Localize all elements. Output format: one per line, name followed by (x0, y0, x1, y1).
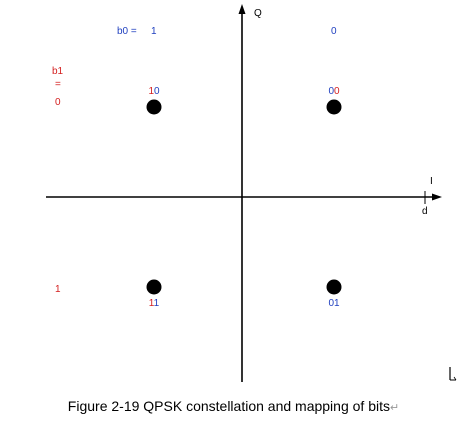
i-axis-label: I (430, 176, 433, 187)
distance-label: d (422, 206, 428, 217)
b1-value-bottom: 1 (55, 284, 61, 295)
b0-value-right: 0 (331, 26, 337, 37)
point-label-bottom-left: 11 (139, 298, 169, 309)
constellation-point-top-right (326, 99, 342, 115)
b1-digit: 1 (148, 86, 154, 97)
b1-digit: 1 (148, 298, 154, 309)
q-axis-label: Q (254, 8, 262, 19)
b1-label-line1: b1 (52, 66, 64, 77)
b1-value-top: 0 (55, 97, 61, 108)
b0-digit: 0 (334, 86, 340, 97)
paragraph-mark-icon: ↵ (389, 402, 400, 414)
point-label-bottom-right: 01 (319, 298, 349, 309)
constellation-point-top-left (146, 99, 162, 115)
b1-digit: 0 (328, 298, 334, 309)
i-axis-arrowhead (432, 193, 442, 201)
figure-caption: Figure 2-19 QPSK constellation and mappi… (0, 398, 467, 416)
b0-label: b0 = (117, 26, 137, 37)
constellation-point-bottom-left (146, 279, 162, 295)
constellation-point-bottom-right (326, 279, 342, 295)
b1-digit: 0 (328, 86, 334, 97)
b0-digit: 1 (334, 298, 340, 309)
point-label-top-right: 00 (319, 86, 349, 97)
b0-digit: 0 (154, 86, 160, 97)
q-axis-arrowhead (238, 4, 246, 14)
caption-text: Figure 2-19 QPSK constellation and mappi… (67, 398, 390, 414)
b1-label-line2: = (55, 79, 61, 90)
b0-value-left: 1 (151, 26, 157, 37)
text-cursor-icon (449, 367, 457, 381)
b0-digit: 1 (153, 298, 160, 309)
point-label-top-left: 10 (139, 86, 169, 97)
